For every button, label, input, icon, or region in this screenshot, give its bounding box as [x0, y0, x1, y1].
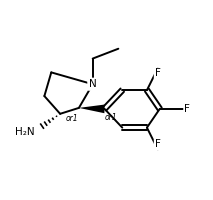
Text: or1: or1	[66, 114, 79, 123]
Text: or1: or1	[105, 113, 117, 122]
Text: N: N	[89, 79, 96, 89]
Text: F: F	[184, 104, 190, 114]
Text: H₂N: H₂N	[15, 127, 35, 137]
Text: F: F	[155, 68, 161, 78]
Polygon shape	[79, 105, 105, 113]
Text: F: F	[155, 139, 161, 149]
